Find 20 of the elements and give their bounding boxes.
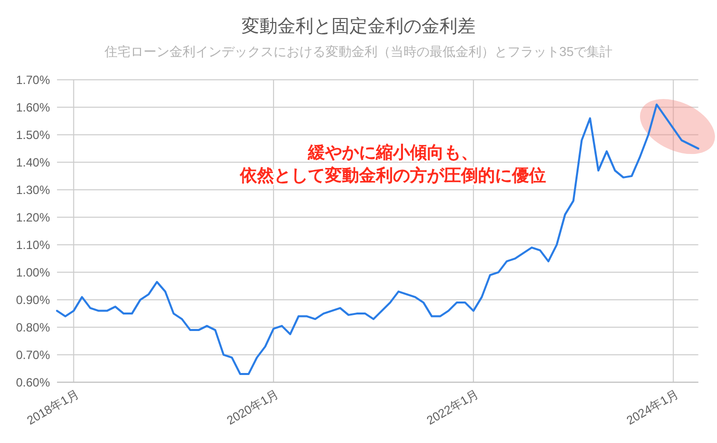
y-tick-label: 1.40%: [16, 155, 50, 170]
y-tick-label: 0.60%: [16, 375, 50, 390]
y-tick-label: 0.90%: [16, 292, 50, 307]
y-tick-label: 0.80%: [16, 320, 50, 334]
y-tick-label: 1.20%: [16, 210, 50, 224]
y-tick-label: 1.60%: [16, 100, 50, 114]
y-tick-label: 1.10%: [16, 238, 50, 252]
chart-title: 変動金利と固定金利の金利差: [242, 16, 476, 36]
x-tick-label: 2020年1月: [224, 386, 282, 428]
x-tick-label: 2022年1月: [424, 386, 481, 428]
y-tick-label: 1.50%: [16, 128, 50, 142]
x-tick-label: 2024年1月: [624, 386, 681, 428]
annotation: 依然として変動金利の方が圧倒的に優位: [239, 166, 546, 185]
chart-subtitle: 住宅ローン金利インデックスにおける変動金利（当時の最低金利）とフラット35で集計: [103, 44, 613, 59]
annotation: 緩やかに縮小傾向も、: [307, 143, 478, 162]
y-tick-label: 0.70%: [16, 348, 50, 362]
y-tick-label: 1.70%: [16, 72, 50, 87]
y-tick-label: 1.30%: [16, 182, 50, 197]
x-tick-label: 2018年1月: [24, 386, 82, 428]
y-tick-label: 1.00%: [16, 265, 50, 280]
